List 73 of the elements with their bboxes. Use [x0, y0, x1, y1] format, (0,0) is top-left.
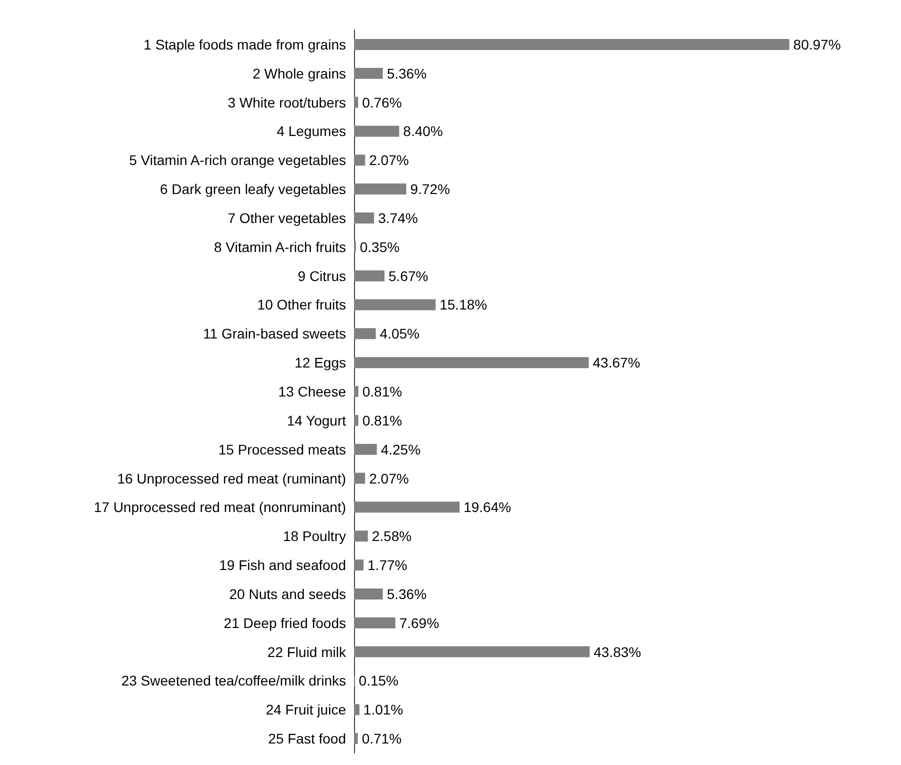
bar [354, 328, 376, 340]
bar [354, 357, 589, 368]
y-tick-label: 2 Whole grains [252, 65, 346, 82]
bar [354, 68, 383, 79]
y-tick-label: 4 Legumes [276, 123, 346, 140]
bar [354, 704, 360, 716]
data-label: 0.71% [362, 730, 402, 747]
data-label: 5.67% [388, 268, 428, 284]
y-tick-label: 15 Processed meats [218, 441, 346, 458]
data-label: 7.69% [399, 614, 440, 631]
bar [354, 530, 368, 542]
bar [354, 386, 358, 397]
data-label: 2.58% [372, 528, 412, 544]
y-tick-label: 3 White root/tubers [228, 94, 346, 110]
bar [354, 299, 436, 310]
data-label: 0.81% [362, 384, 402, 400]
y-tick-label: 24 Fruit juice [266, 702, 346, 718]
data-label: 5.36% [386, 586, 427, 602]
data-label: 8.40% [403, 123, 443, 140]
bar [354, 617, 396, 628]
data-label: 43.67% [592, 354, 640, 371]
y-tick-label: 22 Fluid milk [267, 644, 347, 660]
y-tick-label: 13 Cheese [278, 384, 346, 400]
data-label: 1.77% [368, 557, 408, 574]
bar [354, 502, 460, 513]
data-label: 19.64% [464, 499, 512, 516]
data-label: 0.35% [360, 238, 400, 255]
data-label: 0.76% [362, 94, 402, 110]
data-label: 2.07% [369, 470, 409, 486]
bar [354, 38, 790, 50]
y-tick-label: 11 Grain-based sweets [203, 326, 346, 342]
y-tick-label: 18 Poultry [282, 528, 346, 544]
bar [354, 444, 377, 455]
data-label: 0.15% [358, 672, 399, 689]
y-tick-label: 14 Yogurt [286, 412, 346, 428]
bar [354, 560, 364, 571]
y-tick-label: 19 Fish and seafood [219, 557, 346, 574]
y-tick-label: 12 Eggs [294, 354, 346, 371]
y-tick-label: 7 Other vegetables [228, 210, 346, 226]
bar [354, 184, 406, 195]
y-tick-label: 17 Unprocessed red meat (nonruminant) [94, 499, 346, 516]
bar [354, 588, 383, 600]
y-tick-label: 25 Fast food [268, 730, 346, 747]
bar [354, 96, 358, 108]
data-label: 9.72% [410, 181, 450, 198]
bar [354, 126, 400, 137]
bar [354, 646, 590, 658]
y-tick-label: 5 Vitamin A-rich orange vegetables [129, 152, 346, 168]
data-label: 0.81% [362, 412, 402, 428]
data-label: 5.36% [386, 65, 427, 82]
bar [354, 270, 384, 282]
data-label: 3.74% [378, 210, 418, 226]
bar [354, 414, 358, 426]
data-label: 43.83% [594, 644, 642, 660]
data-label: 15.18% [440, 296, 488, 313]
y-tick-label: 9 Citrus [298, 268, 346, 284]
y-tick-label: 8 Vitamin A-rich fruits [214, 238, 346, 255]
bar [354, 733, 358, 744]
y-tick-label: 10 Other fruits [257, 296, 346, 313]
data-label: 1.01% [363, 702, 404, 718]
y-tick-label: 20 Nuts and seeds [229, 586, 346, 602]
data-label: 4.05% [380, 326, 420, 342]
bar [354, 212, 374, 224]
bar [354, 472, 366, 484]
data-label: 2.07% [369, 152, 409, 168]
y-tick-label: 1 Staple foods made from grains [144, 36, 346, 52]
y-tick-label: 23 Sweetened tea/coffee/milk drinks [121, 672, 346, 689]
bar [354, 154, 366, 166]
data-label: 80.97% [793, 36, 841, 52]
data-label: 4.25% [380, 441, 421, 458]
y-tick-label: 16 Unprocessed red meat (ruminant) [117, 470, 346, 486]
y-tick-label: 6 Dark green leafy vegetables [160, 181, 346, 198]
y-tick-label: 21 Deep fried foods [224, 614, 346, 631]
